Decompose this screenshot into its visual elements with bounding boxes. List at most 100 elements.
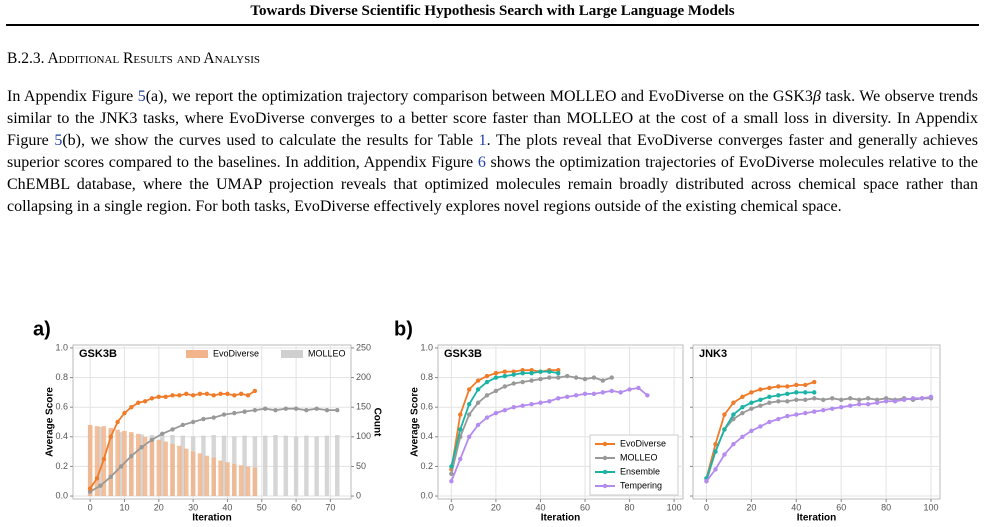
data-point xyxy=(758,387,763,392)
data-point xyxy=(511,381,516,386)
data-point xyxy=(713,449,718,454)
x-tick-label: 70 xyxy=(325,502,335,512)
data-point xyxy=(794,382,799,388)
data-point xyxy=(600,378,606,383)
count-bar xyxy=(98,426,103,497)
data-point xyxy=(767,419,772,425)
x-tick-label: 0 xyxy=(704,502,709,512)
y-tick-label: 0.4 xyxy=(55,431,68,441)
x-tick-label: 80 xyxy=(625,502,635,512)
data-point xyxy=(928,394,934,400)
data-point xyxy=(262,406,268,411)
data-point xyxy=(785,413,790,419)
data-point xyxy=(458,456,463,462)
data-point xyxy=(582,376,588,382)
data-point xyxy=(564,394,570,400)
data-point xyxy=(731,400,736,405)
data-point xyxy=(238,391,244,397)
data-point xyxy=(847,403,853,408)
x-tick-label: 40 xyxy=(222,502,232,512)
data-point xyxy=(722,427,727,432)
data-point xyxy=(94,476,100,481)
legend-swatch xyxy=(602,469,608,475)
plot-area xyxy=(692,344,941,500)
x-tick-label: 60 xyxy=(580,502,590,512)
count-bar xyxy=(324,435,330,497)
legend-swatch xyxy=(602,455,608,461)
figure-ref[interactable]: 5 xyxy=(54,132,63,149)
count-bar xyxy=(160,435,165,497)
data-point xyxy=(564,373,570,379)
data-point xyxy=(910,396,916,401)
data-point xyxy=(190,419,196,425)
data-point xyxy=(627,387,632,392)
table-ref[interactable]: 1 xyxy=(478,132,487,149)
x-tick-label: 100 xyxy=(667,502,682,512)
data-point xyxy=(776,399,781,404)
panel-title: JNK3 xyxy=(699,348,727,360)
data-point xyxy=(636,385,641,391)
data-point xyxy=(794,390,799,395)
data-point xyxy=(475,400,481,405)
data-point xyxy=(511,404,516,410)
data-point xyxy=(538,369,543,374)
data-point xyxy=(108,434,113,440)
data-point xyxy=(324,407,330,413)
data-point xyxy=(785,391,790,397)
count-bar xyxy=(197,453,203,497)
data-point xyxy=(252,407,258,413)
data-point xyxy=(511,372,516,377)
data-point xyxy=(812,379,817,385)
data-point xyxy=(225,391,230,397)
legend-label: MOLLEO xyxy=(620,452,658,462)
data-point xyxy=(821,407,826,413)
x-tick-label: 80 xyxy=(881,502,891,512)
data-point xyxy=(87,486,93,491)
data-point xyxy=(466,402,472,407)
data-point xyxy=(115,419,120,425)
y-tick-label: 0.8 xyxy=(420,372,433,382)
y-axis-label: Average Score xyxy=(45,387,56,457)
y-tick-label: 0.2 xyxy=(55,461,68,471)
data-point xyxy=(466,412,472,417)
y2-tick-label: 250 xyxy=(356,342,371,352)
count-bar xyxy=(232,464,237,497)
data-point xyxy=(538,376,543,382)
data-point xyxy=(493,370,499,376)
data-point xyxy=(245,393,251,398)
figure-ref[interactable]: 6 xyxy=(477,154,486,171)
data-point xyxy=(129,453,134,459)
y2-axis-label: Count xyxy=(371,408,382,438)
data-point xyxy=(108,474,113,479)
data-point xyxy=(520,403,525,408)
x-tick-label: 40 xyxy=(791,502,801,512)
data-point xyxy=(201,416,206,422)
data-point xyxy=(484,393,490,398)
x-tick-label: 30 xyxy=(188,502,198,512)
count-bar xyxy=(335,435,340,497)
panel-title: GSK3B xyxy=(79,348,117,360)
y2-tick-label: 100 xyxy=(356,431,371,441)
x-axis-label: Iteration xyxy=(541,513,580,524)
data-point xyxy=(573,393,579,398)
count-bar xyxy=(142,436,148,497)
data-point xyxy=(573,375,579,380)
x-tick-label: 20 xyxy=(491,502,501,512)
data-point xyxy=(749,390,754,395)
count-bar xyxy=(163,441,168,497)
count-bar xyxy=(135,433,141,497)
text: . The plots reveal that EvoDiverse conve… xyxy=(7,132,979,171)
data-point xyxy=(493,388,499,394)
count-bar xyxy=(314,436,319,497)
symbol: β xyxy=(812,88,821,105)
data-point xyxy=(129,404,134,410)
data-point xyxy=(785,384,790,389)
count-bar xyxy=(225,462,230,497)
data-point xyxy=(293,406,299,411)
data-point xyxy=(740,394,745,400)
data-point xyxy=(149,396,155,401)
data-point xyxy=(556,375,561,380)
figure-ref[interactable]: 5 xyxy=(137,88,146,105)
data-point xyxy=(767,400,772,405)
